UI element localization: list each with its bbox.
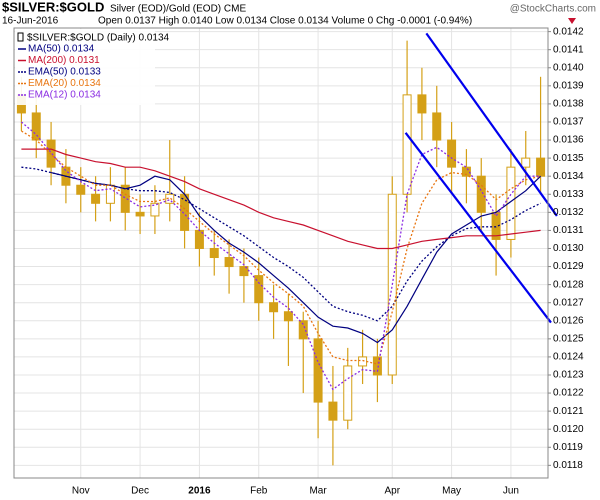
trendline <box>425 32 558 217</box>
y-tick-label: 0.0139 <box>553 80 584 91</box>
y-tick-label: 0.0133 <box>553 189 584 200</box>
legend-candle <box>17 32 24 42</box>
y-tick-label: 0.0131 <box>553 225 584 236</box>
candle-body <box>447 139 457 168</box>
x-tick-label: Dec <box>131 486 149 497</box>
y-tick-label: 0.0140 <box>553 62 584 73</box>
y-tick-label: 0.0123 <box>553 370 584 381</box>
candle-body <box>76 184 86 195</box>
trendline <box>404 132 552 324</box>
y-tick-label: 0.0138 <box>553 99 584 110</box>
y-tick-label: 0.0142 <box>553 26 584 37</box>
plot-area <box>14 28 558 478</box>
candle-body <box>165 193 175 204</box>
candle-body <box>298 320 308 340</box>
y-tick-label: 0.0136 <box>553 135 584 146</box>
y-tick-label: 0.0122 <box>553 388 584 399</box>
y-tick-label: 0.0141 <box>553 44 584 55</box>
y-tick-label: 0.0134 <box>553 171 584 182</box>
y-tick-label: 0.0129 <box>553 261 584 272</box>
candle-body <box>432 112 442 141</box>
chart-title: $SILVER:$GOLD <box>2 0 104 14</box>
candle-body <box>254 275 264 304</box>
candle-body <box>150 202 160 217</box>
y-tick-label: 0.0135 <box>553 153 584 164</box>
plot-border <box>13 27 549 479</box>
watermark: @StockCharts.com <box>510 4 596 15</box>
y-tick-label: 0.0118 <box>553 460 583 471</box>
y-tick-label: 0.0128 <box>553 279 584 290</box>
candle-body <box>372 356 382 376</box>
candle-body <box>313 338 323 403</box>
y-tick-label: 0.0121 <box>553 406 584 417</box>
candle-body <box>461 166 471 177</box>
y-tick-label: 0.0137 <box>553 117 584 128</box>
candle-body <box>283 311 293 322</box>
indicator-line <box>21 148 541 250</box>
candle-body <box>269 302 279 313</box>
candle-body <box>224 257 234 268</box>
x-tick-label: Feb <box>250 486 268 497</box>
candle-body <box>506 166 516 240</box>
legend-label: EMA(50) 0.0133 <box>28 67 101 78</box>
y-tick-label: 0.0124 <box>553 352 584 363</box>
x-tick-label: May <box>442 486 461 497</box>
candle-body <box>402 94 412 195</box>
candle-body <box>328 401 338 421</box>
legend-box <box>15 29 155 105</box>
legend-label: $SILVER:$GOLD (Daily) 0.0134 <box>27 33 170 44</box>
legend-label: EMA(12) 0.0134 <box>28 90 101 101</box>
x-tick-label: Jun <box>503 486 519 497</box>
candle-body <box>91 193 101 204</box>
y-tick-label: 0.0126 <box>553 315 584 326</box>
legend-label: MA(200) 0.0131 <box>28 55 100 66</box>
down-arrow <box>568 18 576 24</box>
y-tick-label: 0.0120 <box>553 424 584 435</box>
x-tick-label: Mar <box>309 486 327 497</box>
candle-body <box>417 94 427 114</box>
candle-body <box>180 193 190 231</box>
y-tick-label: 0.0132 <box>553 207 584 218</box>
y-tick-label: 0.0130 <box>553 243 584 254</box>
candle-body <box>521 157 531 168</box>
x-tick-label: Nov <box>72 486 90 497</box>
y-tick-label: 0.0125 <box>553 333 584 344</box>
y-tick-label: 0.0127 <box>553 297 584 308</box>
candle-body <box>135 211 145 217</box>
candle-body <box>209 247 219 259</box>
indicator-line <box>21 130 541 365</box>
candle-body <box>105 184 115 204</box>
legend-label: MA(50) 0.0134 <box>28 44 95 55</box>
candle-body <box>476 175 486 213</box>
y-tick-label: 0.0119 <box>553 442 583 453</box>
x-tick-label: 2016 <box>188 486 211 497</box>
indicator-line <box>50 172 542 344</box>
quote: Open 0.0137 High 0.0140 Low 0.0134 Close… <box>98 16 472 27</box>
chart-subtitle: Silver (EOD)/Gold (EOD) CME <box>110 4 246 15</box>
candle-body <box>536 157 546 177</box>
candle-body <box>343 365 353 421</box>
candle-body <box>358 356 368 367</box>
candle-body <box>120 184 130 213</box>
date: 16-Jun-2016 <box>2 16 59 27</box>
legend-label: EMA(20) 0.0134 <box>28 78 101 89</box>
candle-body <box>31 112 41 141</box>
candle-body <box>239 266 249 277</box>
x-tick-label: Apr <box>384 486 400 497</box>
